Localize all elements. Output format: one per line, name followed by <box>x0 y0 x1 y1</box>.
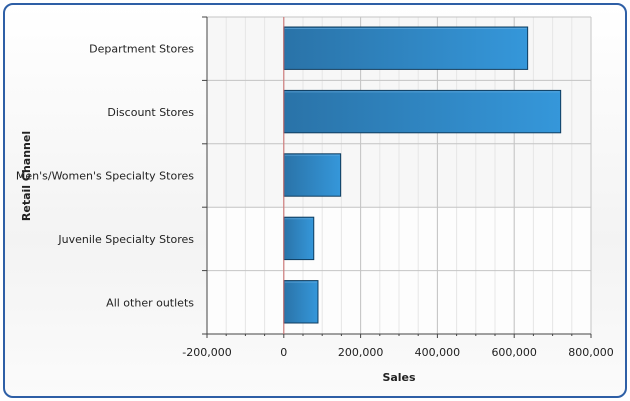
y-tick-label: Discount Stores <box>107 106 194 119</box>
x-tick-label: 400,000 <box>415 346 461 359</box>
y-tick-label: Juvenile Specialty Stores <box>57 233 194 246</box>
x-tick-label: 600,000 <box>491 346 537 359</box>
bar <box>283 153 342 197</box>
x-tick-label: 0 <box>280 346 287 359</box>
bar <box>283 26 529 70</box>
x-tick-label: -200,000 <box>182 346 231 359</box>
y-tick-label: All other outlets <box>106 296 194 309</box>
x-axis-title: Sales <box>382 371 416 384</box>
y-axis-title: Retail Channel <box>20 131 33 221</box>
bar <box>283 89 562 134</box>
x-tick-label: 200,000 <box>338 346 384 359</box>
bar <box>283 216 315 261</box>
bar <box>283 280 319 324</box>
x-tick-label: 800,000 <box>568 346 614 359</box>
y-tick-label: Men's/Women's Specialty Stores <box>16 170 194 183</box>
y-tick-label: Department Stores <box>89 43 194 56</box>
